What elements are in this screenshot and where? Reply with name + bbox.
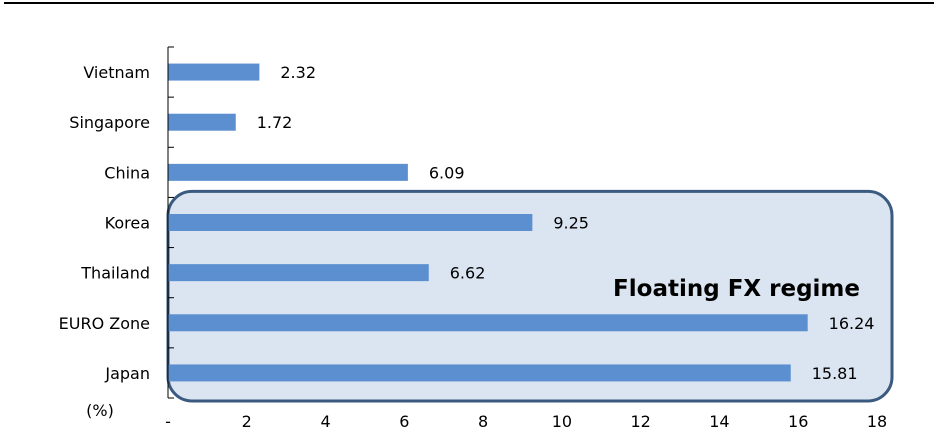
value-label: 6.62 [450,264,486,283]
category-label: Vietnam [83,63,150,82]
axis-layer [167,46,174,399]
bar-japan [168,364,791,382]
bar-euro-zone [168,314,808,332]
x-tick-label: 16 [788,412,808,431]
x-tick-label: - [165,412,171,431]
x-tick-label: 10 [552,412,572,431]
bar-vietnam [168,63,260,81]
x-tick-label: 2 [242,412,252,431]
category-label: Japan [104,364,150,383]
bar-korea [168,214,533,231]
x-tick-label: 12 [630,412,650,431]
category-label: Thailand [80,264,150,283]
value-label: 2.32 [280,63,316,82]
x-tick-label: 6 [399,412,409,431]
category-label: EURO Zone [59,314,150,333]
value-label: 15.81 [812,364,858,383]
value-label: 1.72 [257,113,293,132]
background-layer [4,2,934,403]
x-tick-label: 14 [709,412,729,431]
category-label: Korea [105,214,150,233]
value-label: 9.25 [553,214,589,233]
x-tick-label: 8 [478,412,488,431]
bar-china [168,163,408,181]
category-label: China [104,163,150,182]
bar-singapore [168,113,236,131]
x-tick-label: 18 [867,412,887,431]
bars-layer [168,63,808,382]
value-label: 6.09 [429,163,465,182]
bar-thailand [168,264,429,282]
category-label: Singapore [69,113,150,132]
labels-layer: Vietnam 2.32 Singapore 1.72 China 6.09 Korea 9.… [59,63,888,431]
value-label: 16.24 [829,314,875,333]
unit-label: (%) [86,401,114,420]
floating-fx-annotation: Floating FX regime [613,276,860,302]
x-tick-label: 4 [320,412,330,431]
